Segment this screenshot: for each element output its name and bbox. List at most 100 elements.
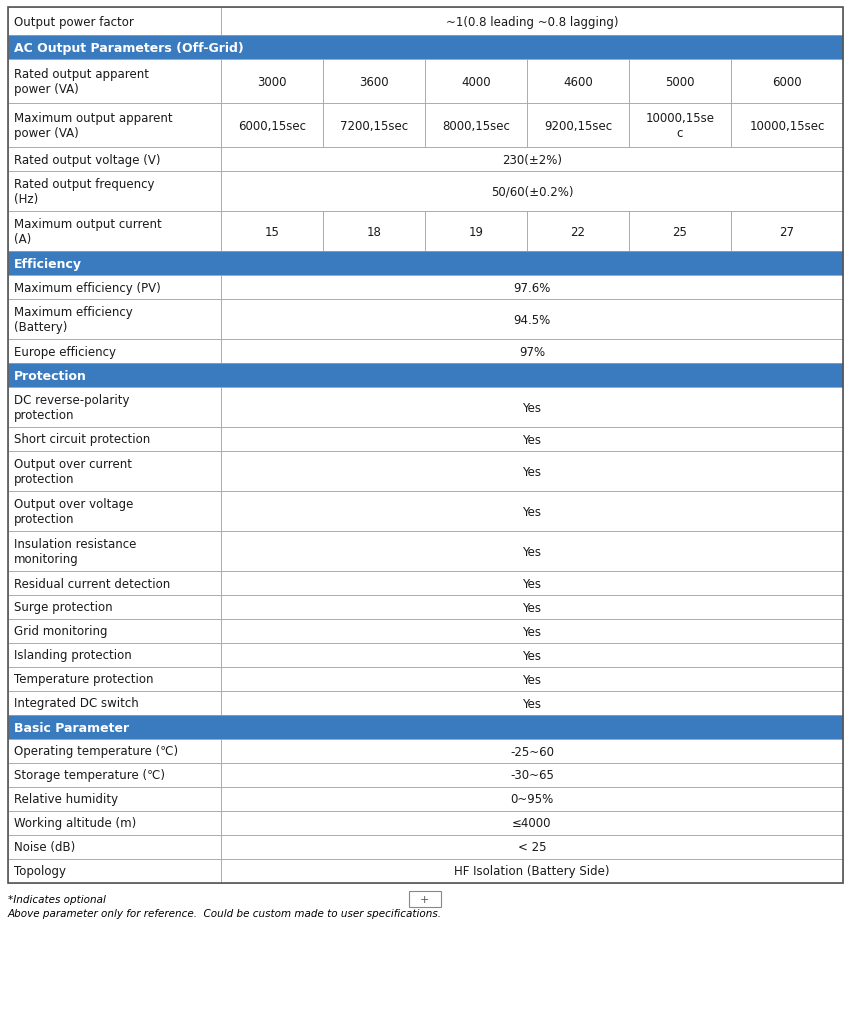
Text: Working altitude (m): Working altitude (m): [14, 817, 136, 830]
Bar: [221, 739, 843, 763]
Bar: [8, 788, 221, 811]
Text: Residual current detection: Residual current detection: [14, 577, 171, 589]
Bar: [8, 387, 221, 428]
Bar: [8, 491, 221, 532]
Text: Temperature protection: Temperature protection: [14, 673, 154, 685]
Bar: [8, 299, 221, 340]
Text: Insulation resistance
monitoring: Insulation resistance monitoring: [14, 538, 137, 565]
Text: Short circuit protection: Short circuit protection: [14, 433, 150, 446]
Text: -25~60: -25~60: [510, 745, 554, 758]
Text: 4600: 4600: [563, 76, 593, 88]
Bar: [221, 8, 843, 36]
Text: 27: 27: [779, 225, 795, 239]
Text: 6000,15sec: 6000,15sec: [238, 119, 306, 132]
Text: 6000: 6000: [773, 76, 801, 88]
Bar: [8, 252, 843, 276]
Text: +: +: [419, 894, 430, 904]
Bar: [8, 532, 221, 571]
Text: Maximum output apparent
power (VA): Maximum output apparent power (VA): [14, 112, 172, 140]
Bar: [221, 835, 843, 859]
Bar: [8, 620, 221, 643]
Text: 22: 22: [571, 225, 586, 239]
Bar: [221, 60, 323, 104]
Text: Rated output voltage (V): Rated output voltage (V): [14, 154, 160, 167]
Bar: [408, 891, 441, 907]
Bar: [221, 643, 843, 667]
Bar: [8, 60, 221, 104]
Text: Rated output frequency
(Hz): Rated output frequency (Hz): [14, 178, 155, 206]
Bar: [8, 8, 221, 36]
Text: 19: 19: [469, 225, 483, 239]
Bar: [8, 859, 221, 884]
Bar: [8, 716, 843, 739]
Bar: [527, 211, 629, 252]
Bar: [8, 452, 221, 491]
Bar: [425, 60, 527, 104]
Text: Islanding protection: Islanding protection: [14, 649, 132, 662]
Bar: [221, 387, 843, 428]
Text: Topology: Topology: [14, 864, 66, 878]
Text: *Indicates optional: *Indicates optional: [8, 894, 106, 904]
Text: 18: 18: [367, 225, 381, 239]
Bar: [221, 299, 843, 340]
Text: Output over voltage
protection: Output over voltage protection: [14, 497, 133, 526]
Text: Efficiency: Efficiency: [14, 257, 82, 270]
Text: Surge protection: Surge protection: [14, 601, 113, 614]
Bar: [8, 667, 221, 692]
Bar: [8, 104, 221, 148]
Text: Above parameter only for reference.  Could be custom made to user specifications: Above parameter only for reference. Coul…: [8, 908, 442, 918]
Text: HF Isolation (Battery Side): HF Isolation (Battery Side): [454, 864, 610, 878]
Bar: [8, 340, 221, 364]
Text: Maximum output current
(A): Maximum output current (A): [14, 217, 162, 246]
Text: 0~95%: 0~95%: [510, 793, 554, 806]
Text: -30~65: -30~65: [510, 768, 554, 782]
Text: 10000,15sec: 10000,15sec: [750, 119, 824, 132]
Text: Yes: Yes: [522, 401, 542, 415]
Text: 3000: 3000: [257, 76, 287, 88]
Text: Maximum efficiency (PV): Maximum efficiency (PV): [14, 281, 160, 294]
Bar: [221, 859, 843, 884]
Text: ~1(0.8 leading ~0.8 lagging): ~1(0.8 leading ~0.8 lagging): [446, 15, 618, 28]
Bar: [8, 739, 221, 763]
Bar: [221, 340, 843, 364]
Bar: [8, 428, 221, 452]
Text: Yes: Yes: [522, 577, 542, 589]
Text: Yes: Yes: [522, 601, 542, 614]
Bar: [8, 172, 221, 211]
Text: Output over current
protection: Output over current protection: [14, 458, 132, 485]
Text: DC reverse-polarity
protection: DC reverse-polarity protection: [14, 393, 130, 422]
Bar: [323, 104, 425, 148]
Bar: [527, 60, 629, 104]
Bar: [221, 148, 843, 172]
Text: Yes: Yes: [522, 697, 542, 710]
Bar: [8, 643, 221, 667]
Bar: [629, 104, 731, 148]
Text: 7200,15sec: 7200,15sec: [340, 119, 408, 132]
Text: Protection: Protection: [14, 369, 87, 382]
Bar: [8, 148, 221, 172]
Text: Integrated DC switch: Integrated DC switch: [14, 697, 138, 710]
Text: < 25: < 25: [518, 841, 546, 853]
Bar: [221, 452, 843, 491]
Text: Yes: Yes: [522, 625, 542, 638]
Bar: [221, 763, 843, 788]
Bar: [323, 211, 425, 252]
Bar: [731, 60, 843, 104]
Text: 10000,15se
c: 10000,15se c: [645, 112, 715, 140]
Bar: [8, 835, 221, 859]
Text: 15: 15: [265, 225, 279, 239]
Text: Rated output apparent
power (VA): Rated output apparent power (VA): [14, 68, 149, 96]
Bar: [8, 763, 221, 788]
Bar: [8, 276, 221, 299]
Text: Yes: Yes: [522, 433, 542, 446]
Bar: [221, 211, 323, 252]
Bar: [8, 8, 843, 884]
Text: 5000: 5000: [666, 76, 694, 88]
Text: Yes: Yes: [522, 506, 542, 518]
Text: 4000: 4000: [461, 76, 491, 88]
Bar: [8, 364, 843, 387]
Text: Relative humidity: Relative humidity: [14, 793, 118, 806]
Text: Noise (dB): Noise (dB): [14, 841, 76, 853]
Bar: [425, 211, 527, 252]
Text: 25: 25: [672, 225, 688, 239]
